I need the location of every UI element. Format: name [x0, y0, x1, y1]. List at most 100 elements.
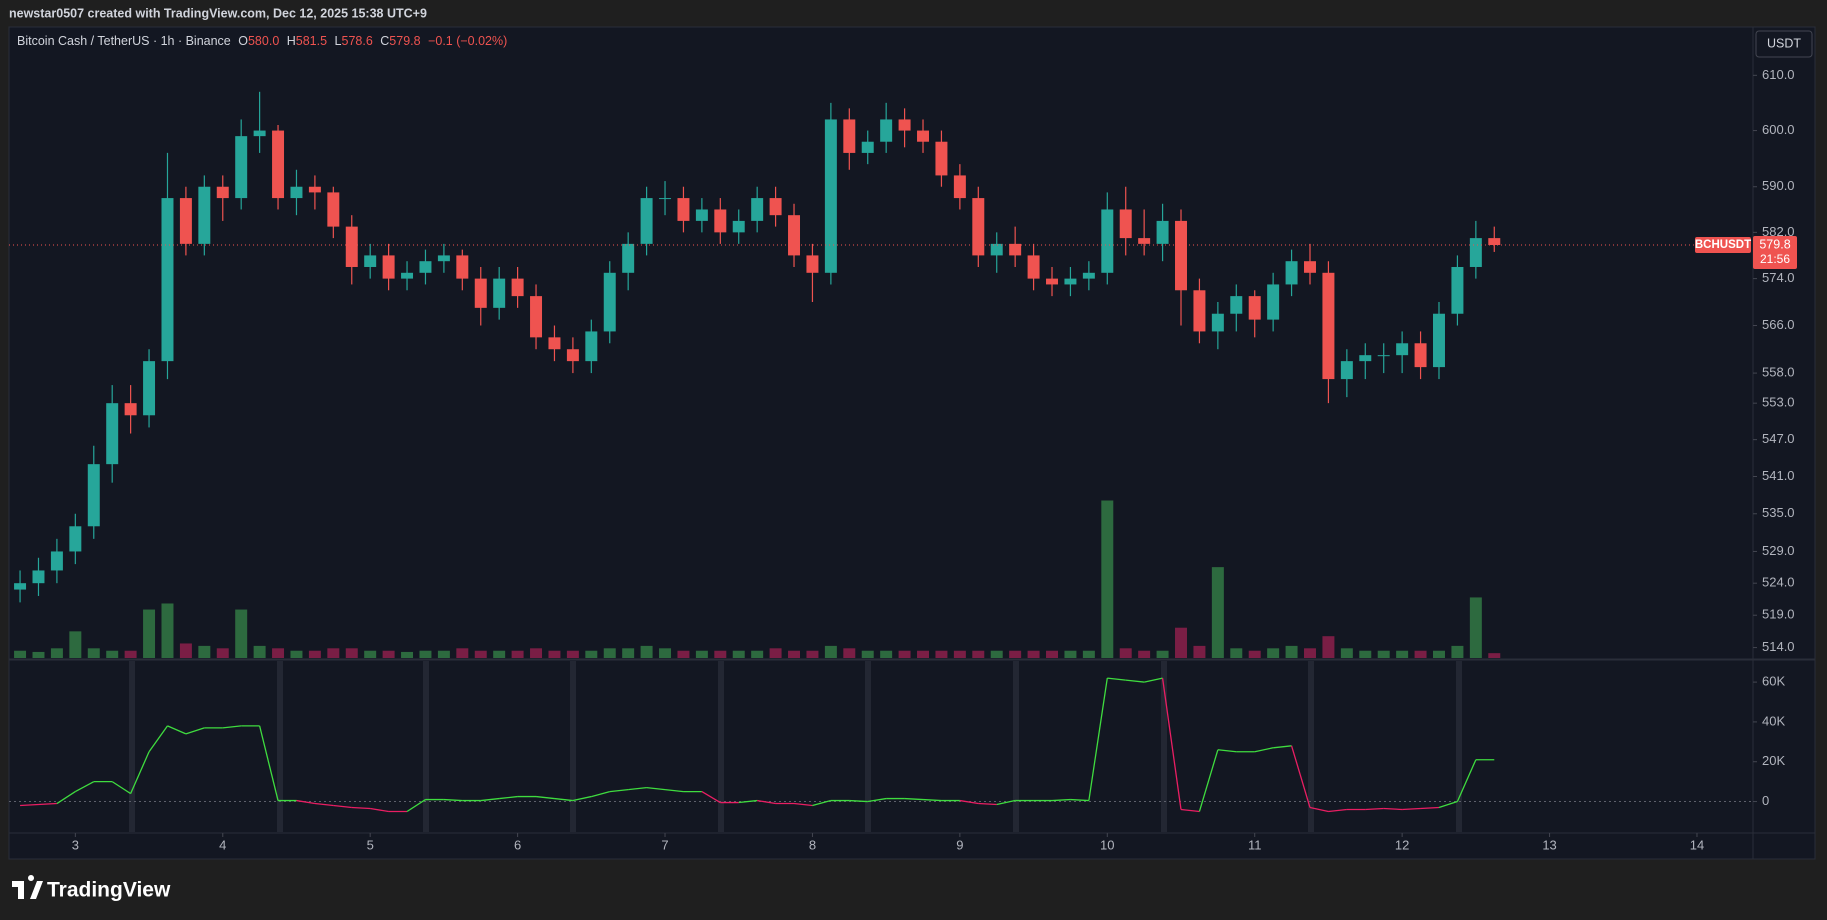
y-tick-label: 600.0: [1762, 122, 1795, 137]
volume-bar: [401, 651, 414, 658]
x-tick-label: 6: [514, 837, 521, 852]
volume-bar: [69, 631, 82, 658]
volume-bar: [382, 650, 395, 658]
y-tick-label: 547.0: [1762, 431, 1795, 446]
candle-body: [1304, 261, 1316, 273]
volume-bar: [677, 650, 690, 658]
currency-label[interactable]: USDT: [1767, 36, 1801, 50]
y-tick-label: 541.0: [1762, 468, 1795, 483]
session-stripe: [277, 661, 283, 832]
session-breaks: [129, 661, 1462, 832]
volume-bar: [917, 650, 930, 658]
candle-body: [1488, 238, 1501, 246]
y-tick-label: 574.0: [1762, 270, 1795, 285]
indicator-segment: [628, 786, 647, 791]
indicator-line: [20, 677, 1495, 813]
x-tick-label: 4: [219, 837, 226, 852]
candle-body: [1322, 272, 1335, 380]
indicator-segment: [591, 790, 610, 798]
volume-bar: [548, 650, 561, 658]
y2-tick-label: 20K: [1762, 753, 1785, 768]
volume-bar: [493, 650, 506, 658]
candle-body: [437, 255, 450, 262]
volume-bar: [106, 650, 119, 658]
volume-bar: [898, 650, 911, 658]
y-tick-label: 535.0: [1762, 505, 1795, 520]
candle-body: [1433, 313, 1445, 368]
candle-body: [585, 331, 598, 362]
logo: TradingView: [12, 875, 171, 902]
indicator-segment: [1273, 745, 1292, 749]
candle-body: [806, 255, 819, 273]
volume-bar: [622, 648, 635, 658]
session-stripe: [1161, 661, 1167, 832]
price-tag-countdown: 21:56: [1760, 252, 1790, 266]
volume-bar: [179, 643, 192, 658]
candle-body: [69, 526, 82, 552]
volume-bar: [861, 650, 874, 658]
indicator-segment: [314, 802, 334, 807]
logo-icon: [12, 875, 43, 899]
volume-bar: [1193, 645, 1206, 658]
volume-bar: [1414, 650, 1427, 658]
session-stripe: [1013, 661, 1019, 832]
volume-bar: [1359, 650, 1372, 658]
volume-bar: [456, 648, 469, 658]
candle-body: [659, 198, 672, 200]
indicator-segment: [812, 799, 832, 807]
volume-bar: [1433, 650, 1445, 658]
x-tick-label: 7: [661, 837, 668, 852]
volume-bar: [585, 650, 598, 658]
candle-body: [401, 272, 414, 279]
candle-body: [1340, 361, 1353, 380]
y-tick-label: 582.0: [1762, 224, 1795, 239]
candle-body: [1285, 261, 1298, 285]
candle-body: [1064, 278, 1077, 285]
currency-button[interactable]: [1755, 30, 1813, 58]
x-tick-label: 3: [72, 837, 79, 852]
session-stripe: [718, 661, 724, 832]
y2-tick-label: 40K: [1762, 713, 1785, 728]
volume-bar: [695, 650, 708, 658]
candle-body: [511, 278, 524, 297]
indicator-segment: [1383, 807, 1403, 811]
candle-body: [1009, 243, 1022, 256]
volume-bar: [87, 648, 100, 658]
logo-text: TradingView: [47, 879, 171, 902]
y-tick-label: 514.0: [1762, 639, 1795, 654]
indicator-segment: [867, 797, 887, 803]
candle-body: [1377, 355, 1390, 357]
volume-bar: [235, 609, 248, 658]
legend-o: O: [238, 34, 248, 48]
volume-bar: [1451, 645, 1464, 658]
indicator-segment: [130, 751, 150, 794]
indicator-segment: [1328, 808, 1347, 813]
volume-bar: [1211, 567, 1224, 658]
session-stripe: [1456, 661, 1462, 832]
volume-bar: [751, 650, 764, 658]
volume-bar: [1138, 650, 1151, 658]
indicator-segment: [904, 797, 924, 801]
y-tick-label: 610.0: [1762, 67, 1795, 82]
candle-body: [1211, 313, 1224, 332]
indicator-segment: [406, 799, 426, 813]
x-tick-label: 5: [367, 837, 374, 852]
indicator-segment: [572, 795, 592, 802]
candle-body: [861, 141, 874, 153]
volume-bar: [1396, 650, 1409, 658]
indicator-segment: [738, 799, 758, 804]
candle-body: [106, 403, 119, 465]
indicator-segment: [922, 798, 942, 802]
volume-bar: [1340, 648, 1353, 658]
indicator-segment: [75, 781, 95, 793]
x-tick-label: 12: [1395, 837, 1409, 852]
indicator-segment: [978, 802, 997, 806]
volume-bar: [272, 648, 285, 658]
candle-body: [456, 255, 469, 279]
indicator-segment: [1107, 677, 1126, 681]
volume-bar: [769, 648, 782, 658]
indicator-segment: [38, 802, 57, 806]
x-tick-label: 11: [1248, 837, 1262, 852]
indicator-segment: [646, 786, 666, 791]
